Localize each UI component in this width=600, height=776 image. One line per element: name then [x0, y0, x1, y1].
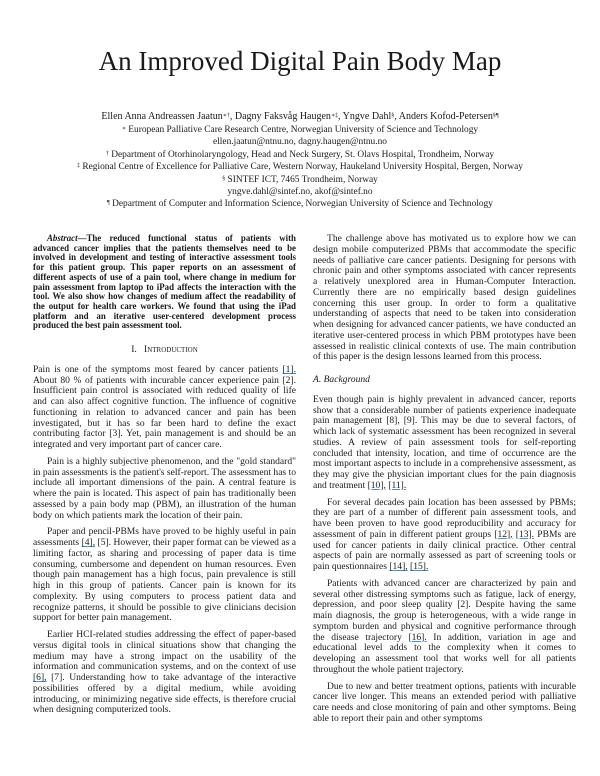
- author-separator: ,: [229, 111, 235, 122]
- author-separator: ,: [394, 111, 399, 122]
- affiliation-mark: ‡: [77, 163, 81, 170]
- paragraph: Paper and pencil-PBMs have proved to be …: [33, 526, 296, 624]
- paragraph: Earlier HCI-related studies addressing t…: [33, 629, 296, 716]
- paper-title: An Improved Digital Pain Body Map: [98, 46, 502, 76]
- text-run: Patients with advanced cancer are charac…: [313, 577, 576, 643]
- citation-link[interactable]: [10],: [367, 479, 386, 491]
- citation-link[interactable]: [4],: [81, 537, 96, 549]
- affiliation-mark: ∗: [121, 126, 126, 132]
- paragraph: Due to new and better treatment options,…: [313, 680, 576, 725]
- paragraph: Patients with advanced cancer are charac…: [313, 577, 576, 676]
- paragraph: For several decades pain location has be…: [313, 496, 577, 573]
- affiliation-line: ∗ European Palliative Care Research Cent…: [0, 124, 600, 136]
- section-heading-introduction: I. Introduction: [33, 344, 296, 356]
- affiliation-line: § SINTEF ICT, 7465 Trondheim, Norway: [0, 174, 600, 186]
- affiliation-text: Department of Computer and Information S…: [109, 199, 493, 210]
- affiliation-line: ¶ Department of Computer and Information…: [0, 198, 600, 210]
- right-column: The challenge above has motivated us to …: [313, 233, 577, 731]
- affiliation-mark: §: [222, 175, 226, 182]
- affiliation-line: † Department of Otorhinolaryngology, Hea…: [0, 149, 600, 161]
- paragraph: The challenge above has motivated us to …: [313, 233, 576, 363]
- text-run: Pain is a highly subjective phenomenon, …: [33, 455, 296, 521]
- affiliation-list: ∗ European Palliative Care Research Cent…: [0, 124, 600, 211]
- citation-link[interactable]: [16].: [408, 631, 427, 643]
- author-affiliation-mark: §¶: [492, 113, 499, 119]
- affiliation-text: Regional Centre of Excellence for Pallia…: [80, 162, 523, 173]
- section-title: Introduction: [144, 344, 198, 356]
- citation-link[interactable]: [13].: [515, 528, 535, 540]
- affiliation-line: ‡ Regional Centre of Excellence for Pall…: [0, 161, 600, 173]
- citation-link[interactable]: [11].: [388, 479, 407, 491]
- section-number: I.: [131, 344, 137, 356]
- text-run: In addition, variation in age and educat…: [313, 631, 576, 675]
- citation-link[interactable]: [14],: [389, 561, 408, 572]
- affiliation-text: Department of Otorhinolaryngology, Head …: [108, 149, 495, 160]
- abstract-label: Abstract: [47, 233, 78, 243]
- author-affiliation-mark: ∗‡: [330, 113, 339, 119]
- author-name: Anders Kofod-Petersen: [398, 111, 493, 122]
- left-column: Abstract—The reduced functional status o…: [33, 233, 296, 722]
- affiliation-text: SINTEF ICT, 7465 Trondheim, Norway: [225, 174, 378, 185]
- author-affiliation-mark: §: [391, 113, 395, 119]
- text-run: [7]. Understanding how to take advantage…: [33, 672, 296, 716]
- author-name: Ellen Anna Andreassen Jaatun: [101, 111, 223, 122]
- affiliation-mark: ¶: [107, 200, 110, 207]
- text-run: Pain is one of the symptoms most feared …: [33, 363, 283, 375]
- background-body: Even though pain is highly prevalent in …: [313, 393, 577, 725]
- author-list: Ellen Anna Andreassen Jaatun∗†, Dagny Fa…: [0, 110, 600, 124]
- affiliation-line: ellen.jaatun@ntnu.no, dagny.haugen@ntnu.…: [0, 136, 600, 148]
- text-run: Earlier HCI-related studies addressing t…: [33, 629, 296, 673]
- citation-link[interactable]: [12],: [494, 528, 513, 540]
- affiliation-mark: †: [105, 150, 109, 157]
- text-run: About 80 % of patients with incurable ca…: [33, 374, 296, 451]
- citation-link[interactable]: [15].: [410, 561, 429, 572]
- affiliation-line: yngve.dahl@sintef.no, akof@sintef.no: [0, 186, 600, 198]
- text-run: [5]. However, their paper format can be …: [33, 537, 296, 624]
- text-run: Due to new and better treatment options,…: [313, 680, 576, 724]
- author-block: Ellen Anna Andreassen Jaatun∗†, Dagny Fa…: [0, 110, 600, 211]
- citation-link[interactable]: [1].: [282, 363, 296, 375]
- author-affiliation-mark: ∗†: [222, 113, 230, 119]
- paragraph: Even though pain is highly prevalent in …: [313, 393, 576, 492]
- subsection-heading-background: A. Background: [313, 374, 370, 385]
- paragraph: Pain is one of the symptoms most feared …: [33, 363, 296, 451]
- abstract-text: —The reduced functional status of patien…: [33, 233, 296, 331]
- affiliation-text: yngve.dahl@sintef.no, akof@sintef.no: [227, 187, 373, 198]
- abstract: Abstract—The reduced functional status o…: [33, 233, 296, 331]
- paragraph: Pain is a highly subjective phenomenon, …: [33, 455, 296, 522]
- text-run: For several decades pain location has be…: [313, 496, 576, 540]
- author-name: Dagny Faksvåg Haugen: [234, 111, 331, 122]
- author-separator: ,: [338, 111, 343, 122]
- text-run: The challenge above has motivated us to …: [313, 233, 576, 363]
- text-run: Even though pain is highly prevalent in …: [313, 393, 576, 491]
- author-name: Yngve Dahl: [342, 111, 392, 122]
- introduction-continued: The challenge above has motivated us to …: [313, 233, 576, 363]
- text-run: Paper and pencil-PBMs have proved to be …: [33, 526, 296, 549]
- text-run: PBMs are used for cancer patients in dai…: [313, 528, 577, 572]
- affiliation-text: European Palliative Care Research Centre…: [125, 125, 479, 135]
- citation-link[interactable]: [6],: [33, 672, 47, 684]
- affiliation-text: ellen.jaatun@ntnu.no, dagny.haugen@ntnu.…: [213, 137, 387, 148]
- introduction-body: Pain is one of the symptoms most feared …: [33, 363, 296, 716]
